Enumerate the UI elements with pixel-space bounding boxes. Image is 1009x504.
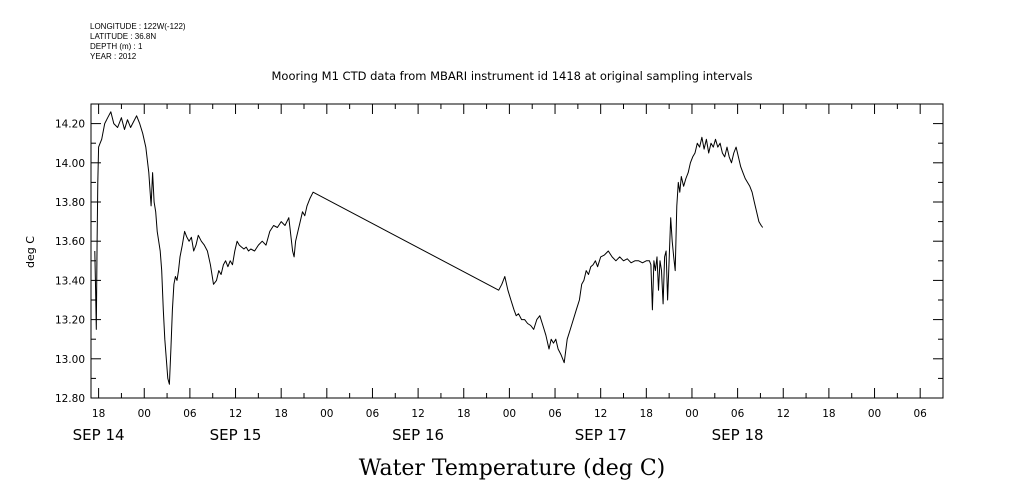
series-group [94,111,764,385]
y-tick-label: 13.00 [55,354,85,366]
x-date-label: SEP 14 [73,426,125,444]
x-tick-label: 12 [777,408,790,420]
x-tick-label: 12 [594,408,607,420]
x-date-label: SEP 15 [210,426,262,444]
meta-depth: DEPTH (m) : 1 [90,42,143,51]
meta-latitude: LATITUDE : 36.8N [90,32,157,41]
x-tick-label: 00 [320,408,333,420]
x-tick-label: 06 [548,408,562,420]
axis-ticks [91,104,943,399]
x-tick-label: 00 [503,408,516,420]
y-tick-label: 14.00 [55,158,85,170]
x-tick-label: 06 [913,408,927,420]
x-tick-label: 18 [640,408,653,420]
x-tick-label: 18 [92,408,105,420]
y-tick-label: 13.20 [55,315,85,327]
tick-labels: 12.80 13.00 13.20 13.40 13.60 13.80 14.00 14.20… [55,119,927,444]
y-tick-label: 13.40 [55,275,85,287]
plot-frame [90,103,944,399]
chart-title: Mooring M1 CTD data from MBARI instrumen… [272,69,753,83]
meta-longitude: LONGITUDE : 122W(-122) [90,22,186,31]
x-tick-label: 12 [411,408,424,420]
x-tick-label: 18 [274,408,287,420]
x-date-label: SEP 18 [712,426,764,444]
x-date-label: SEP 16 [392,426,444,444]
x-tick-label: 00 [685,408,698,420]
x-tick-label: 18 [457,408,470,420]
x-tick-label: 06 [366,408,380,420]
y-tick-label: 14.20 [55,119,85,131]
metadata-block: LONGITUDE : 122W(-122) LATITUDE : 36.8N … [90,22,186,62]
x-tick-label: 06 [731,408,745,420]
meta-year: YEAR : 2012 [90,52,137,61]
y-tick-label: 12.80 [55,393,85,405]
series-line-water-temperature [94,111,764,385]
x-axis-label: Water Temperature (deg C) [359,456,666,481]
x-tick-label: 00 [138,408,151,420]
y-tick-label: 13.60 [55,236,85,248]
x-tick-label: 12 [229,408,242,420]
y-axis-label: deg C [24,236,37,268]
x-tick-label: 00 [868,408,881,420]
x-tick-label: 18 [822,408,835,420]
y-tick-label: 13.80 [55,197,85,209]
x-tick-label: 06 [183,408,197,420]
x-date-label: SEP 17 [575,426,627,444]
